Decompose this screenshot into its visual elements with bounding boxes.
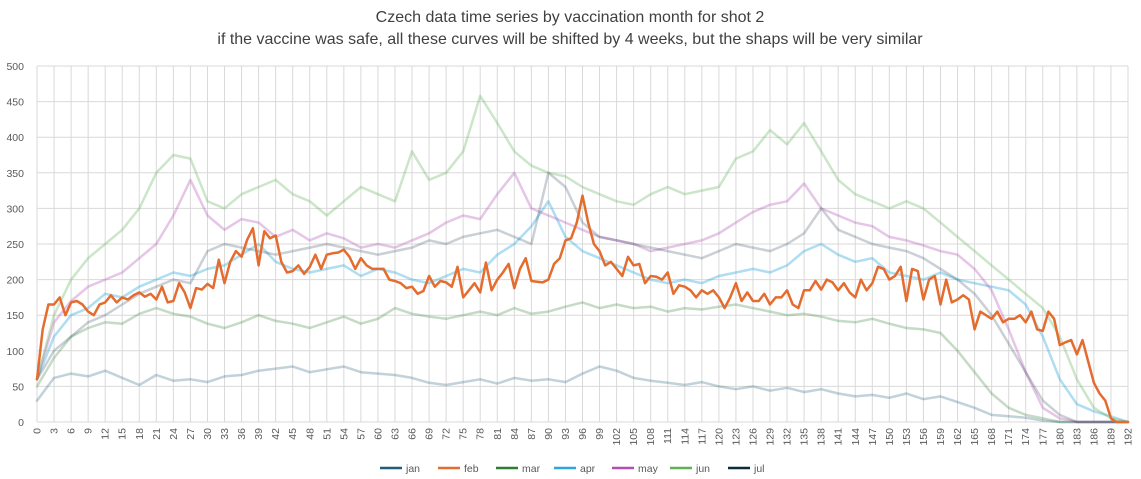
legend-label-jul: jul [753, 463, 765, 475]
y-tick-label: 0 [18, 417, 24, 429]
x-tick-label: 150 [884, 428, 896, 446]
legend-label-apr: apr [580, 463, 596, 475]
x-tick-label: 84 [509, 428, 521, 440]
x-tick-label: 108 [645, 428, 657, 446]
x-tick-label: 114 [679, 428, 691, 445]
x-tick-label: 144 [850, 428, 862, 446]
chart-subtitle: if the vaccine was safe, all these curve… [217, 31, 923, 48]
x-tick-label: 54 [338, 428, 350, 440]
x-tick-label: 33 [219, 428, 231, 440]
x-tick-label: 72 [441, 428, 453, 440]
x-tick-label: 90 [543, 428, 555, 440]
x-tick-label: 0 [32, 428, 44, 434]
x-tick-label: 66 [407, 428, 419, 440]
x-tick-label: 78 [475, 428, 487, 440]
x-tick-label: 3 [49, 428, 61, 434]
x-tick-label: 186 [1088, 428, 1100, 446]
legend-label-feb: feb [464, 463, 479, 475]
x-tick-label: 60 [372, 428, 384, 440]
x-tick-label: 117 [696, 428, 708, 445]
y-tick-label: 500 [6, 61, 24, 73]
y-tick-label: 150 [6, 310, 24, 322]
x-tick-label: 15 [117, 428, 129, 440]
x-tick-label: 63 [389, 428, 401, 440]
gridlines [36, 65, 1129, 423]
x-tick-label: 51 [321, 428, 333, 440]
x-tick-label: 126 [747, 428, 759, 446]
x-tick-label: 183 [1071, 428, 1083, 446]
series-line-may [35, 171, 1130, 424]
x-tick-label: 69 [424, 428, 436, 440]
series-line-jan [35, 365, 1130, 424]
x-tick-label: 75 [458, 428, 470, 440]
x-tick-label: 39 [253, 428, 265, 440]
x-tick-label: 180 [1054, 428, 1066, 446]
x-tick-label: 138 [816, 428, 828, 446]
x-tick-label: 153 [901, 428, 913, 446]
x-tick-label: 192 [1123, 428, 1135, 446]
x-tick-label: 111 [662, 428, 674, 444]
series-line-feb [35, 194, 1130, 424]
x-tick-label: 156 [918, 428, 930, 446]
series-line-apr [35, 200, 1130, 424]
x-tick-label: 30 [202, 428, 214, 440]
x-tick-label: 174 [1020, 428, 1032, 446]
legend-label-jan: jan [405, 463, 420, 475]
x-tick-label: 99 [594, 428, 606, 440]
x-tick-label: 105 [628, 428, 640, 446]
x-tick-label: 57 [355, 428, 367, 440]
x-tick-label: 27 [185, 428, 197, 440]
x-tick-label: 168 [986, 428, 998, 446]
x-tick-label: 135 [799, 428, 811, 446]
y-tick-label: 250 [6, 239, 24, 251]
series-line-mar [35, 301, 1130, 424]
series-group [35, 94, 1130, 424]
series-line-jul [35, 171, 1130, 424]
legend: jan feb mar apr may jun jul [380, 463, 765, 475]
legend-label-mar: mar [522, 463, 541, 475]
x-tick-label: 81 [492, 428, 504, 440]
series-line-jun [35, 94, 1130, 424]
x-tick-label: 120 [713, 428, 725, 446]
x-tick-label: 189 [1105, 428, 1117, 446]
x-tick-label: 177 [1037, 428, 1049, 446]
x-tick-label: 171 [1003, 428, 1015, 446]
x-tick-label: 6 [66, 428, 78, 434]
x-tick-label: 102 [611, 428, 623, 446]
x-tick-label: 159 [935, 428, 947, 446]
x-tick-label: 24 [168, 428, 180, 440]
x-tick-label: 165 [969, 428, 981, 446]
x-tick-label: 147 [867, 428, 879, 446]
x-tick-label: 93 [560, 428, 572, 440]
x-tick-label: 132 [782, 428, 794, 446]
x-tick-label: 12 [100, 428, 112, 440]
x-tick-label: 123 [730, 428, 742, 446]
x-tick-label: 21 [151, 428, 163, 440]
y-tick-label: 300 [6, 203, 24, 215]
legend-label-may: may [638, 463, 659, 475]
x-tick-label: 42 [270, 428, 282, 440]
x-tick-label: 87 [526, 428, 538, 440]
legend-label-jun: jun [695, 463, 710, 475]
y-tick-label: 100 [6, 346, 24, 358]
y-tick-label: 450 [6, 97, 24, 109]
x-tick-label: 129 [765, 428, 777, 446]
x-tick-label: 141 [833, 428, 845, 446]
x-tick-label: 36 [236, 428, 248, 440]
x-tick-label: 162 [952, 428, 964, 446]
chart-title: Czech data time series by vaccination mo… [376, 9, 765, 26]
x-tick-label: 48 [304, 428, 316, 440]
x-tick-label: 18 [134, 428, 146, 440]
y-tick-label: 400 [6, 132, 24, 144]
x-tick-label: 96 [577, 428, 589, 440]
x-tick-label: 45 [287, 428, 299, 440]
y-tick-label: 200 [6, 275, 24, 287]
x-tick-label: 9 [83, 428, 95, 434]
y-tick-label: 350 [6, 168, 24, 180]
y-tick-label: 50 [12, 381, 24, 393]
